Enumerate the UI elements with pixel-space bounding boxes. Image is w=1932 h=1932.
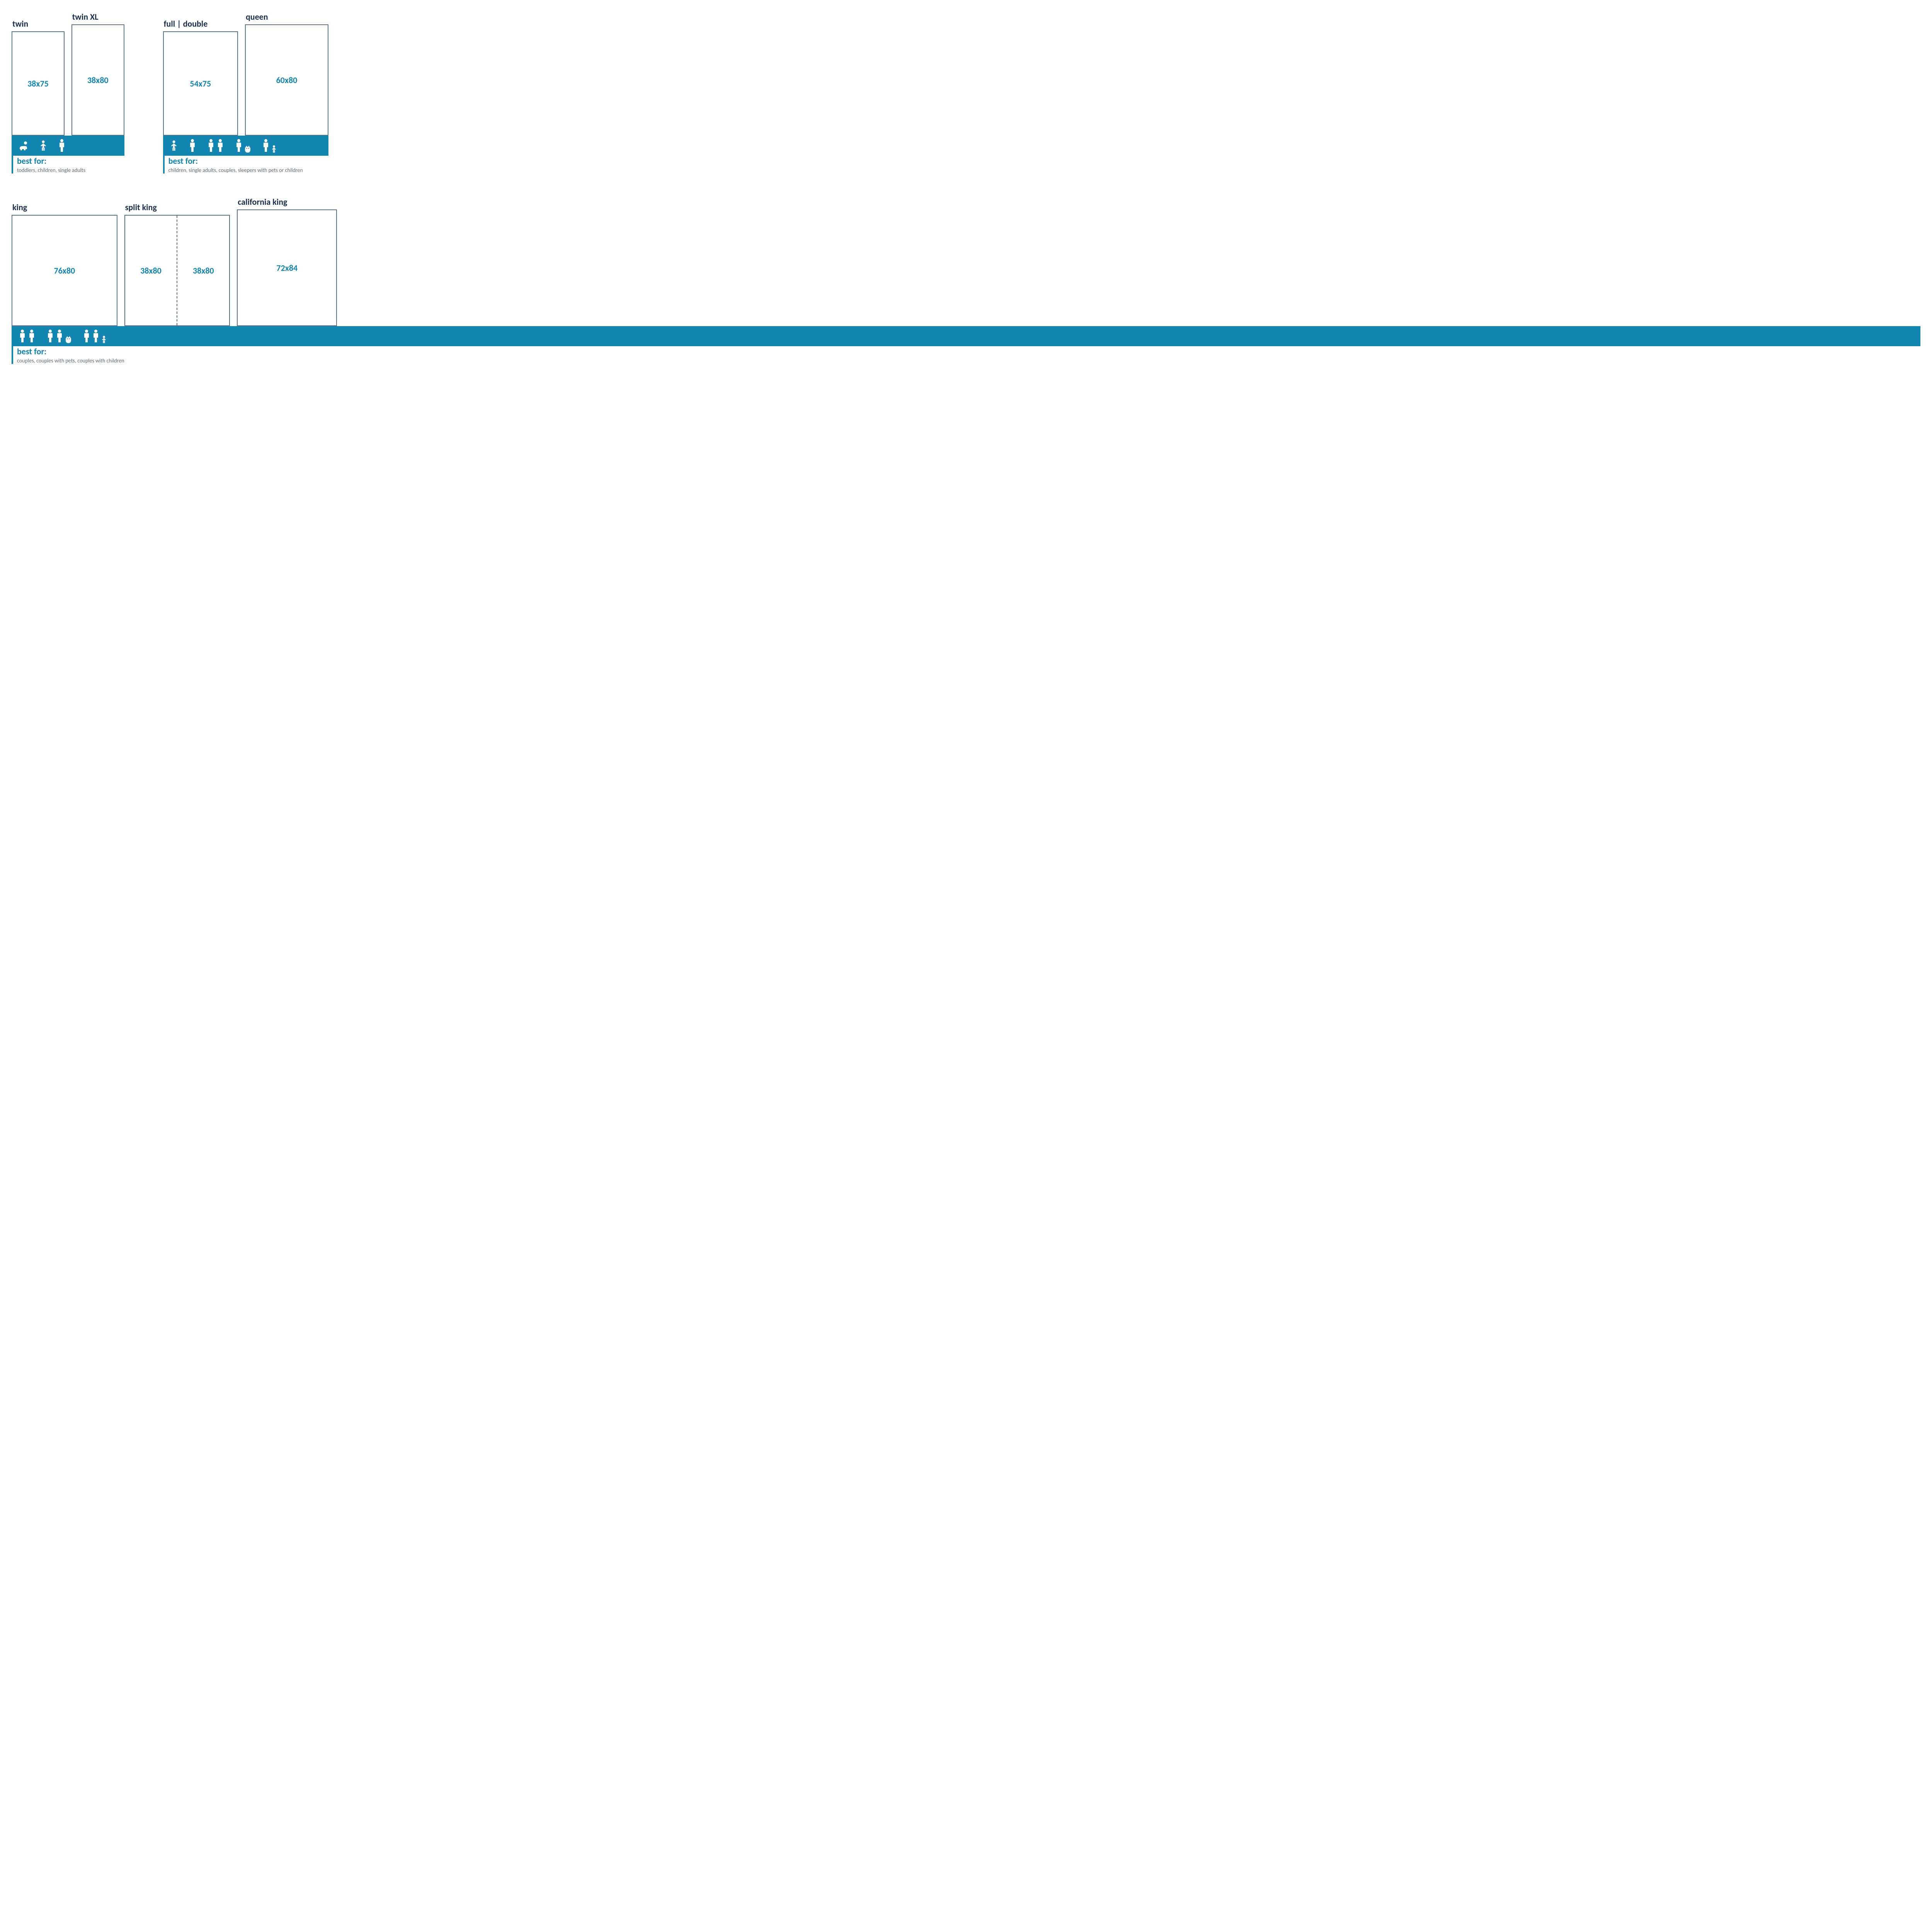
icon-bar-medium [163,136,328,156]
mattress-box-twin: 38x75 [12,31,65,136]
mattress-dimensions: 38x80 [193,265,214,276]
child-icon [170,140,178,151]
mattress-cal-king: california king 72x84 [237,197,337,326]
mattress-dimensions: 54x75 [190,78,211,89]
best-for-title: best for: [168,156,328,166]
mattress-label: california king [237,197,287,207]
mattress-label: split king [124,202,157,213]
mattress-row-small: twin 38x75 twin XL 38x80 [12,12,124,136]
group-large: king 76x80 split king 38x80 38x80 [12,197,1920,364]
best-for-large: best for: couples, couples with pets, co… [12,346,1920,364]
mattress-twin-xl: twin XL 38x80 [71,12,124,136]
mattress-dimensions: 38x80 [87,75,109,85]
split-king-right: 38x80 [177,265,229,276]
mattress-label: king [12,202,27,213]
mattress-label: twin [12,19,28,29]
adult-icon [58,139,66,153]
best-for-desc: toddlers, children, single adults [17,167,124,173]
mattress-split-king: split king 38x80 38x80 [124,202,230,326]
couple-icon [207,139,224,153]
couple-icon [19,329,36,343]
mattress-label: queen [245,12,268,22]
best-for-small: best for: toddlers, children, single adu… [12,156,124,173]
mattress-row-medium: full | double 54x75 queen 60x80 [163,12,328,136]
top-row: twin 38x75 twin XL 38x80 best fo [12,12,1920,173]
mattress-dimensions: 76x80 [54,265,75,276]
best-for-title: best for: [17,156,124,166]
infographic-root: twin 38x75 twin XL 38x80 best fo [12,12,1920,364]
mattress-king: king 76x80 [12,202,117,326]
mattress-dimensions: 60x80 [276,75,298,85]
mattress-box-twin-xl: 38x80 [71,24,124,136]
best-for-desc: couples, couples with pets, couples with… [17,357,1920,364]
icon-bar-small [12,136,124,156]
toddler-icon [19,141,29,151]
mattress-box-cal-king: 72x84 [237,209,337,326]
mattress-box-full: 54x75 [163,31,238,136]
best-for-title: best for: [17,346,1920,357]
mattress-box-king: 76x80 [12,215,117,326]
mattress-dimensions: 72x84 [276,263,298,273]
couple-with-child-icon [83,329,107,343]
split-king-left: 38x80 [125,265,177,276]
mattress-full: full | double 54x75 [163,19,238,136]
group-small: twin 38x75 twin XL 38x80 best fo [12,12,124,173]
couple-with-pet-icon [46,329,72,343]
adult-icon [189,139,196,153]
adult-with-pet-icon [235,139,251,153]
mattress-label: full | double [163,19,208,29]
mattress-label: twin XL [71,12,99,22]
best-for-medium: best for: children, single adults, coupl… [163,156,328,173]
adult-with-child-icon [262,139,277,153]
mattress-dimensions: 38x75 [27,78,49,89]
mattress-row-large: king 76x80 split king 38x80 38x80 [12,197,1920,326]
mattress-box-queen: 60x80 [245,24,328,136]
best-for-desc: children, single adults, couples, sleepe… [168,167,328,173]
icon-bar-large [12,326,1920,346]
mattress-twin: twin 38x75 [12,19,65,136]
group-medium: full | double 54x75 queen 60x80 [163,12,328,173]
mattress-dimensions: 38x80 [140,265,162,276]
mattress-queen: queen 60x80 [245,12,328,136]
mattress-box-split-king: 38x80 38x80 [124,215,230,326]
child-icon [39,140,47,151]
